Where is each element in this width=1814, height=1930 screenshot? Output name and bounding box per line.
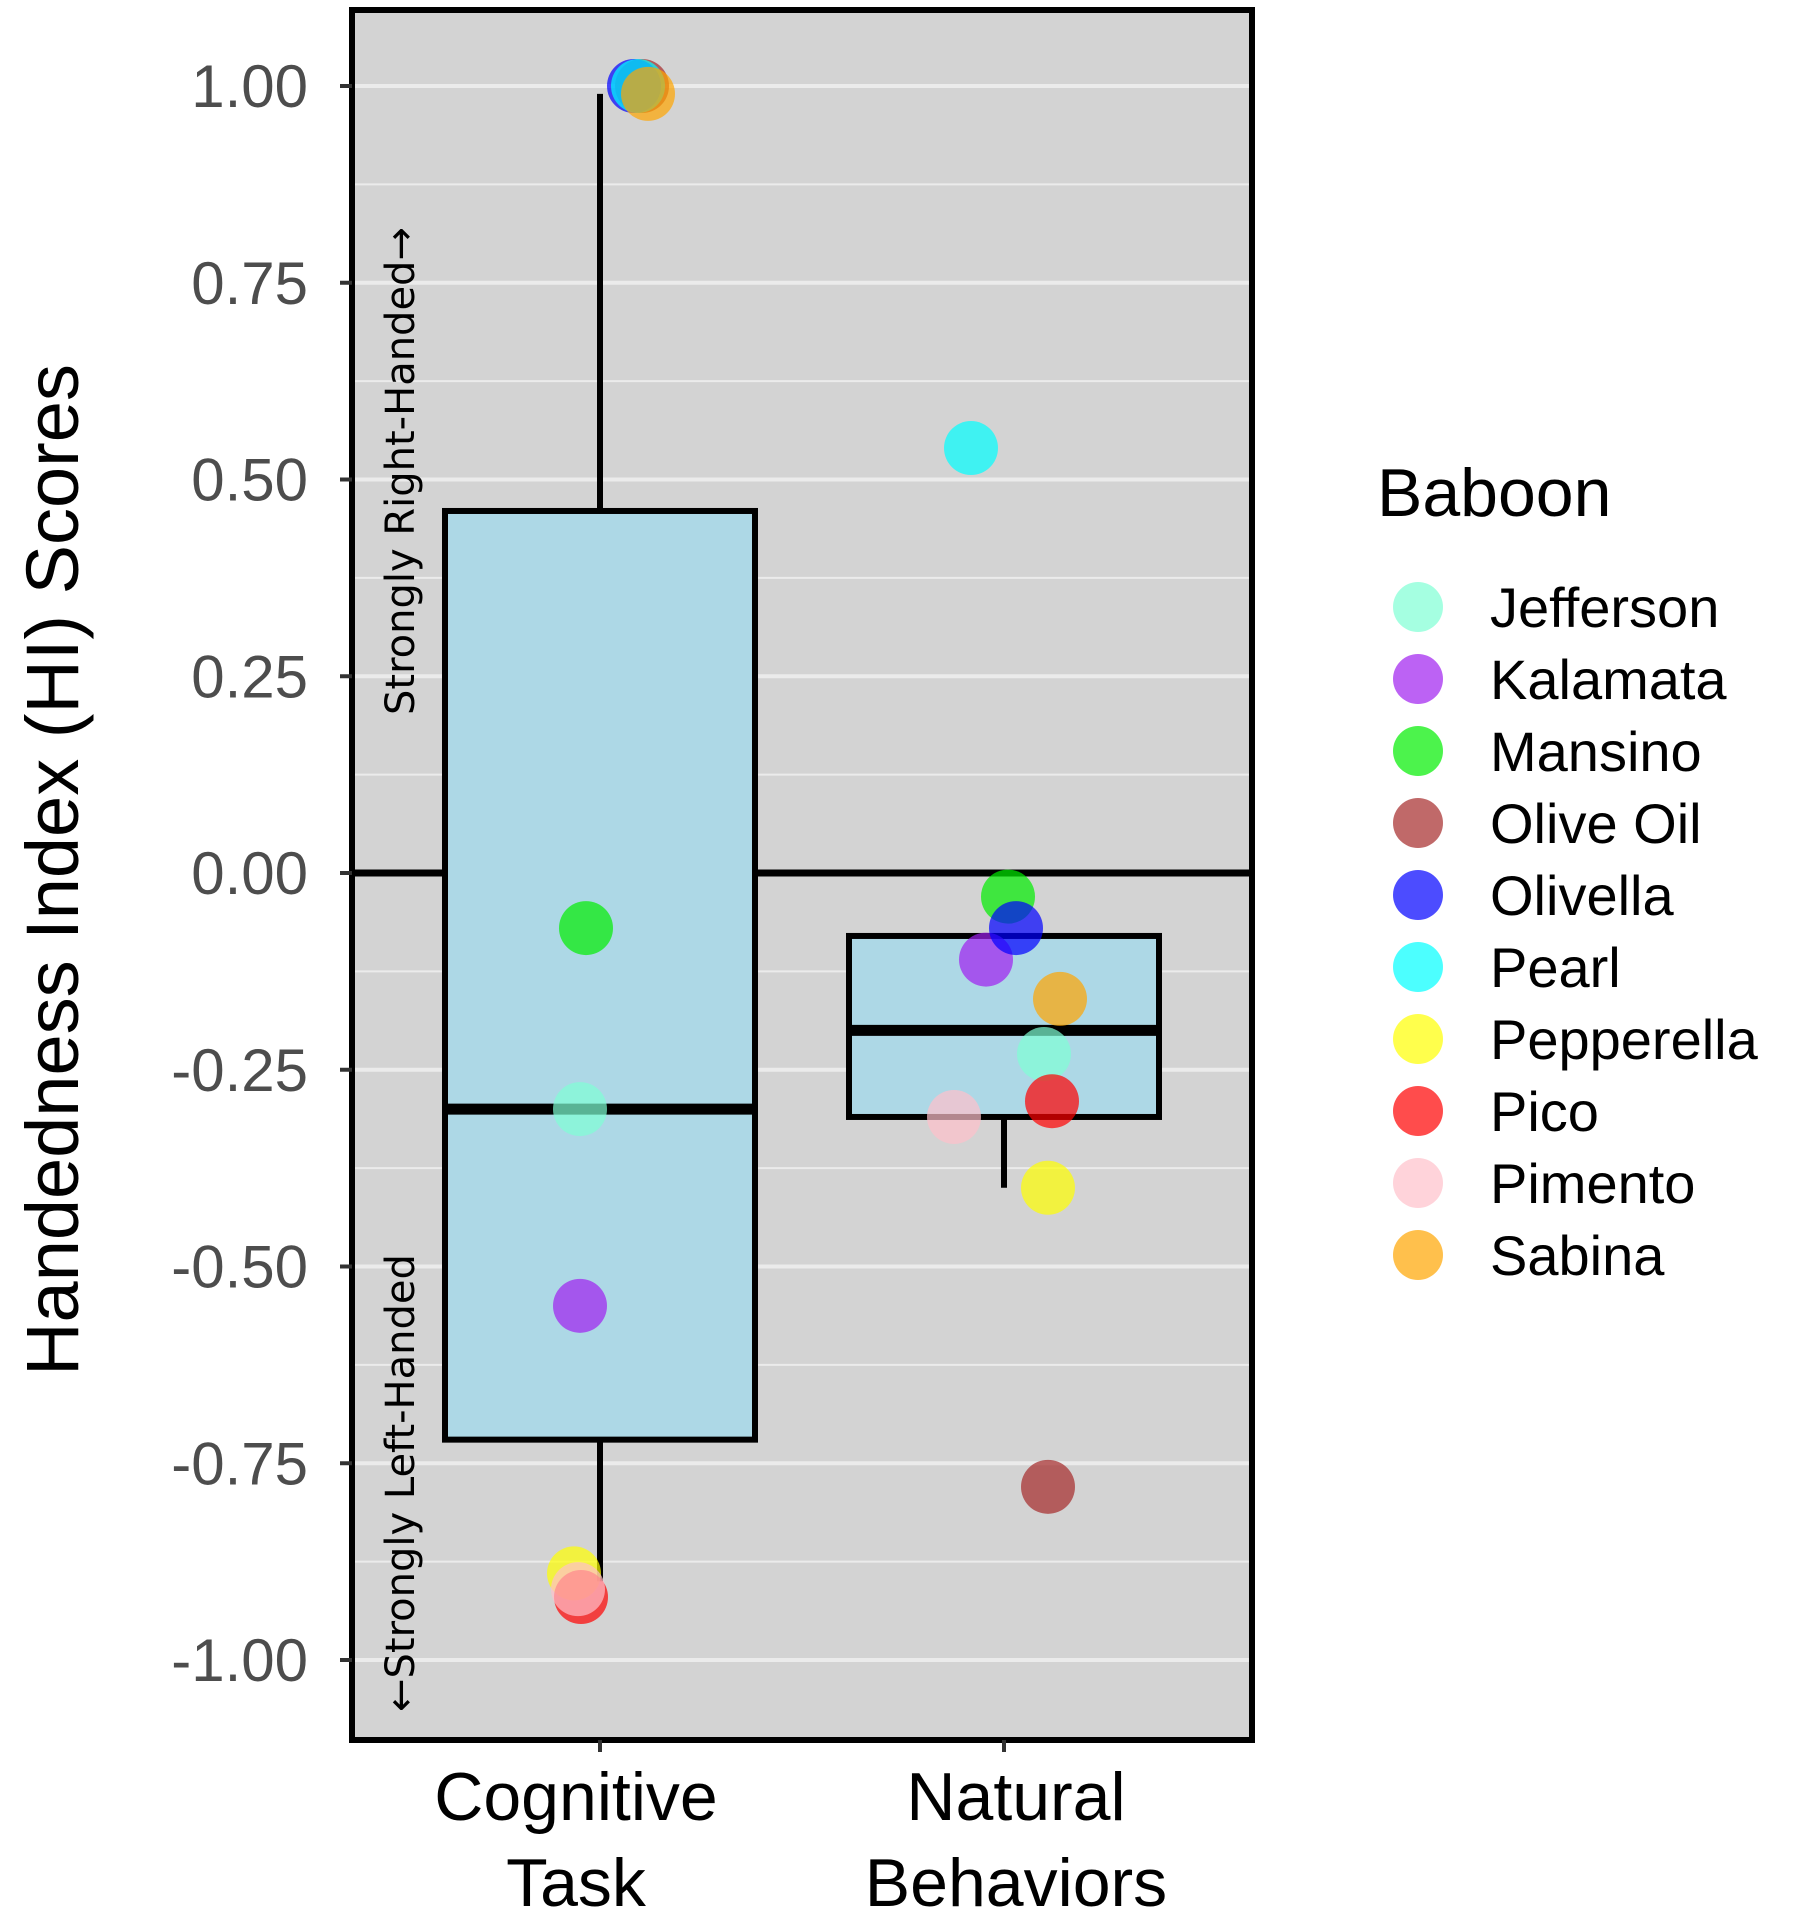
data-points bbox=[547, 59, 1087, 1625]
legend-key bbox=[1393, 1086, 1443, 1136]
legend-key bbox=[1393, 654, 1443, 704]
legend-key bbox=[1393, 1230, 1443, 1280]
legend-label: Pepperella bbox=[1490, 1008, 1759, 1071]
y-tick-label: -0.25 bbox=[171, 1037, 308, 1104]
x-axis-categories: Cognitive Task Natural Behaviors bbox=[434, 1740, 1167, 1921]
data-point-jefferson bbox=[553, 1082, 607, 1137]
data-point-olive-oil bbox=[1021, 1459, 1075, 1514]
y-tick-label: -1.00 bbox=[171, 1627, 308, 1694]
data-point-sabina bbox=[621, 66, 675, 121]
legend-label: Pearl bbox=[1490, 936, 1621, 999]
y-tick-label: 0.25 bbox=[191, 643, 308, 710]
legend-key bbox=[1393, 942, 1443, 992]
x-category-label-line: Behaviors bbox=[865, 1845, 1167, 1921]
legend-key bbox=[1393, 726, 1443, 776]
legend-label: Jefferson bbox=[1490, 576, 1719, 639]
y-tick-label: -0.75 bbox=[171, 1430, 308, 1497]
x-category-label-line: Natural bbox=[906, 1759, 1125, 1835]
x-category-label-line: Cognitive bbox=[434, 1759, 718, 1835]
data-point-kalamata bbox=[553, 1278, 607, 1333]
legend-key bbox=[1393, 1158, 1443, 1208]
legend-key bbox=[1393, 798, 1443, 848]
legend-label: Pimento bbox=[1490, 1152, 1695, 1215]
data-point-mansino bbox=[559, 901, 613, 956]
data-point-olivella bbox=[989, 901, 1043, 956]
gridlines bbox=[352, 84, 1252, 1662]
data-point-pepperella bbox=[1021, 1160, 1075, 1215]
legend-key bbox=[1393, 870, 1443, 920]
y-axis-title: Handedness Index (HI) Scores bbox=[11, 364, 94, 1376]
data-point-pimento bbox=[927, 1089, 981, 1144]
x-category-label: Cognitive Task bbox=[434, 1759, 718, 1921]
annotation-left-handed: ←Strongly Left-Handed bbox=[378, 1254, 424, 1712]
data-point-pearl bbox=[944, 421, 998, 476]
legend-label: Kalamata bbox=[1490, 648, 1727, 711]
x-category-label-line: Task bbox=[506, 1845, 647, 1921]
y-axis-ticks: 1.00 0.75 0.50 0.25 0.00 -0.25 -0.50 -0.75 -1.00 bbox=[171, 53, 352, 1694]
legend-label: Pico bbox=[1490, 1080, 1599, 1143]
data-point-pimento bbox=[551, 1562, 605, 1617]
data-point-pico bbox=[1025, 1074, 1079, 1129]
legend-key bbox=[1393, 582, 1443, 632]
legend-key bbox=[1393, 1014, 1443, 1064]
y-tick-label: 0.75 bbox=[191, 250, 308, 317]
legend-label: Olive Oil bbox=[1490, 792, 1702, 855]
annotation-right-handed: Strongly Right-Handed→ bbox=[378, 227, 424, 715]
legend-label: Mansino bbox=[1490, 720, 1702, 783]
legend-label: Olivella bbox=[1490, 864, 1674, 927]
legend-title: Baboon bbox=[1377, 455, 1611, 531]
y-tick-label: 1.00 bbox=[191, 53, 308, 120]
legend: Baboon Jefferson Kalamata Mansino Olive Oil… bbox=[1377, 455, 1759, 1287]
box-iqr bbox=[442, 507, 758, 1443]
data-point-sabina bbox=[1033, 971, 1087, 1026]
y-tick-label: 0.50 bbox=[191, 447, 308, 514]
y-tick-label: 0.00 bbox=[191, 840, 308, 907]
y-tick-label: -0.50 bbox=[171, 1234, 308, 1301]
x-category-label: Natural Behaviors bbox=[865, 1759, 1167, 1921]
legend-label: Sabina bbox=[1490, 1224, 1665, 1287]
data-point-jefferson bbox=[1017, 1027, 1071, 1082]
